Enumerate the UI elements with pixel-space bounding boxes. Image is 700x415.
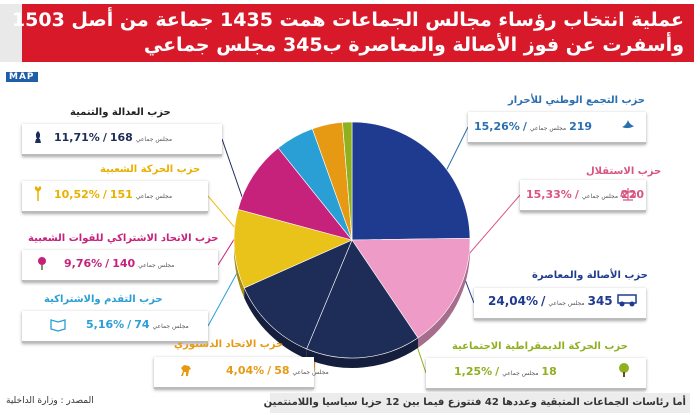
pct-pps: 5,16% xyxy=(86,318,125,331)
stat-uc: 4,04%/58 مجلس جماعي xyxy=(226,364,329,377)
unit-mp: مجلس جماعي xyxy=(135,193,173,200)
tractor-icon xyxy=(617,294,637,307)
party-name-pam: حزب الأصالة والمعاصرة xyxy=(532,270,648,281)
pct-pjd: 11,71% xyxy=(54,131,100,144)
party-name-uc: حزب الاتحاد الدستوري xyxy=(174,339,284,350)
count-istiqlal: 220 xyxy=(621,188,645,201)
pct-rni: 15,26% xyxy=(474,120,520,133)
count-mp: 151 xyxy=(109,188,133,201)
unit-pam: مجلس جماعي xyxy=(548,300,585,307)
footnote: أما رئاسات الجماعات المتبقية وعددها 42 ف… xyxy=(264,393,690,413)
party-name-mdsocial: حزب الحركة الديمقراطية الاجتماعية xyxy=(452,341,628,352)
party-name-istiqlal: حزب الاستقلال xyxy=(586,166,662,177)
pct-uc: 4,04% xyxy=(226,364,265,377)
party-name-rni: حزب التجمع الوطني للأحرار xyxy=(508,95,645,106)
unit-rni: مجلس جماعي xyxy=(529,125,567,132)
pie-chart xyxy=(233,121,471,359)
book-icon xyxy=(50,319,66,332)
rose-icon xyxy=(38,257,46,270)
party-name-usfp: حزب الاتحاد الاشتراكي للقوات الشعبية xyxy=(28,233,219,244)
pie-slice-side xyxy=(306,337,418,368)
party-name-mp: حزب الحركة الشعبية xyxy=(100,164,201,175)
count-pps: 74 xyxy=(134,318,150,331)
count-uc: 58 xyxy=(274,364,290,377)
stat-pjd: 11,71%/168 مجلس جماعي xyxy=(54,131,173,144)
stat-mdsocial: 1,25% / مجلس جماعي 18 xyxy=(454,365,557,378)
tree-icon xyxy=(619,363,629,377)
pct-istiqlal: 15,33% xyxy=(526,188,572,201)
unit-mdsocial: مجلس جماعي xyxy=(502,370,539,377)
unit-usfp: مجلس جماعي xyxy=(138,262,175,269)
card-pjd xyxy=(22,124,222,156)
stat-mp: 10,52%/151 مجلس جماعي xyxy=(54,188,173,201)
stat-rni: 15,26% / مجلس جماعي 219 xyxy=(474,120,593,133)
card-pps xyxy=(22,311,208,343)
title-line-2: وأسفرت عن فوز الأصالة والمعاصرة ب345 مجل… xyxy=(143,34,684,56)
card-mp xyxy=(22,181,208,213)
count-rni: 219 xyxy=(569,120,593,133)
pie-slice xyxy=(351,237,471,339)
unit-pps: مجلس جماعي xyxy=(152,323,189,330)
pct-usfp: 9,76% xyxy=(64,257,103,270)
stat-pps: 5,16%/74 مجلس جماعي xyxy=(86,318,189,331)
title-line-1: عملية انتخاب رؤساء مجالس الجماعات همت 14… xyxy=(11,9,684,31)
card-mdsocial xyxy=(426,358,646,390)
horse-icon xyxy=(181,365,191,376)
wheat-icon xyxy=(34,186,42,201)
source-note: المصدر : وزارة الداخلية xyxy=(6,396,94,406)
lamp-icon xyxy=(35,131,41,143)
unit-uc: مجلس جماعي xyxy=(292,369,329,376)
pie-slice-side xyxy=(233,209,245,298)
count-mdsocial: 18 xyxy=(541,365,557,378)
dove-icon xyxy=(622,120,634,129)
stat-pam: 24,04% / مجلس جماعي 345 xyxy=(488,294,613,308)
title-banner: عملية انتخاب رؤساء مجالس الجماعات همت 14… xyxy=(11,4,694,62)
pie-slice xyxy=(243,239,353,350)
pie-slice-side xyxy=(417,238,470,348)
pct-mdsocial: 1,25% xyxy=(454,365,493,378)
card-pam xyxy=(474,288,646,320)
stat-usfp: 9,76%/140 مجلس جماعي xyxy=(64,257,175,270)
pie-slice xyxy=(351,121,471,241)
count-pam: 345 xyxy=(587,294,613,308)
pie-slice xyxy=(306,239,419,359)
card-uc xyxy=(154,357,314,389)
card-rni xyxy=(468,112,646,144)
unit-istiqlal: مجلس جماعي xyxy=(581,193,619,200)
count-usfp: 140 xyxy=(112,257,136,270)
party-name-pjd: حزب العدالة والتنمية xyxy=(70,107,171,118)
pie-slice xyxy=(237,147,353,241)
pct-mp: 10,52% xyxy=(54,188,100,201)
unit-pjd: مجلس جماعي xyxy=(135,136,173,143)
pie-slice xyxy=(233,208,353,289)
party-name-pps: حزب التقدم والاشتراكية xyxy=(44,294,163,305)
header-left-strip xyxy=(0,4,22,62)
scale-icon xyxy=(620,188,636,201)
card-usfp xyxy=(22,250,218,282)
pct-pam: 24,04% xyxy=(488,294,538,308)
pie-slice xyxy=(342,121,353,241)
stat-istiqlal: 15,33% / مجلس جماعي 220 xyxy=(526,188,645,201)
count-pjd: 168 xyxy=(109,131,133,144)
map-logo: MAP xyxy=(6,72,38,82)
